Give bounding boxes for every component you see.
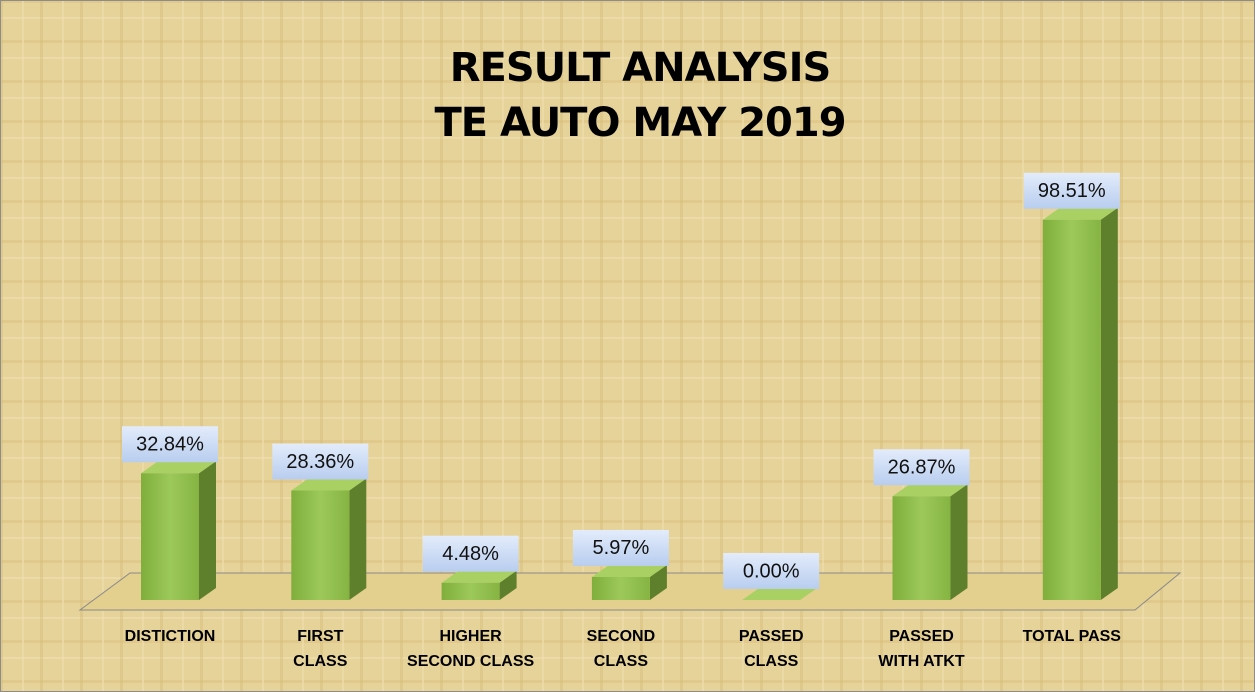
value-label-box	[873, 449, 970, 486]
x-tick-label: SECOND CLASS	[587, 628, 655, 670]
bar	[742, 588, 818, 600]
bar-top	[1042, 207, 1118, 220]
bar	[141, 461, 216, 600]
value-label: 28.36%	[286, 451, 354, 473]
value-label-box	[422, 535, 519, 572]
bar-top	[591, 564, 667, 577]
bar-side	[1100, 207, 1118, 600]
bar	[291, 478, 367, 600]
value-label-box	[723, 553, 820, 589]
value-label: 4.48%	[442, 543, 499, 565]
bar-front	[291, 490, 350, 600]
bar-side	[649, 564, 667, 600]
bar	[441, 570, 517, 600]
bar	[892, 484, 968, 600]
bar	[591, 564, 667, 600]
bar-front	[892, 496, 951, 600]
bar-top	[892, 484, 968, 497]
value-label: 32.84%	[136, 434, 204, 456]
bar-side	[199, 461, 216, 600]
chart-title: RESULT ANALYSIS	[450, 45, 831, 91]
bar-front	[591, 576, 650, 600]
value-label-box	[122, 426, 218, 463]
x-tick-label: PASSED WITH ATKT	[878, 628, 964, 670]
value-label: 98.51%	[1038, 180, 1106, 202]
chart-subtitle: TE AUTO MAY 2019	[434, 100, 845, 146]
bar-top	[291, 478, 367, 491]
bar-top	[742, 588, 818, 600]
value-label-box	[272, 443, 369, 480]
value-label-box	[1023, 172, 1120, 209]
bar-front	[141, 473, 199, 600]
x-tick-label: FIRST CLASS	[293, 628, 348, 670]
bar-top	[141, 461, 216, 474]
x-tick-label: HIGHER SECOND CLASS	[407, 628, 534, 670]
x-tick-label: PASSED CLASS	[739, 628, 804, 670]
value-label-box	[572, 529, 669, 566]
bar-side	[950, 484, 968, 600]
bar-side	[349, 478, 367, 600]
value-label: 5.97%	[593, 537, 650, 559]
value-label: 0.00%	[743, 560, 800, 582]
bar-front	[441, 582, 500, 600]
value-label: 26.87%	[888, 457, 956, 479]
bar-front	[1042, 219, 1101, 600]
x-tick-label: DISTICTION	[125, 628, 216, 645]
bar-side	[499, 570, 517, 600]
bar-top	[441, 570, 517, 583]
bar	[1042, 207, 1118, 600]
x-tick-label: TOTAL PASS	[1023, 628, 1122, 645]
